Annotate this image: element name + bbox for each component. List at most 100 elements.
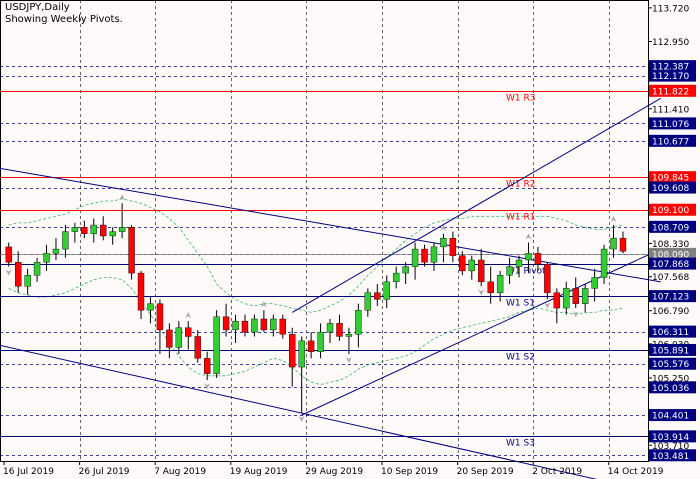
x-axis-label: 16 Jul 2019 (3, 467, 54, 477)
fractal-down-marker (298, 415, 305, 422)
candle-body (14, 261, 22, 287)
y-axis-label: 108.090 (652, 250, 689, 260)
candle-body (279, 318, 286, 335)
candle-body (553, 292, 561, 309)
y-axis-label-box (649, 343, 696, 356)
candle-body (166, 329, 173, 348)
fractal-up-marker (185, 312, 192, 319)
candle-body (137, 272, 145, 311)
plot-frame (0, 0, 649, 462)
y-axis-label-box (649, 381, 696, 394)
candle-body (392, 272, 400, 283)
bollinger-upper-band (8, 198, 624, 313)
candle-body (374, 292, 381, 300)
candle-body (307, 340, 315, 352)
candle-body (487, 281, 494, 293)
candle-body (251, 318, 258, 333)
candle-body (534, 253, 542, 265)
candle-body (496, 275, 504, 293)
candle-body (232, 320, 239, 331)
y-axis-label: 105.576 (652, 360, 689, 370)
y-axis-label-box (649, 449, 696, 462)
y-axis-label: 106.311 (652, 328, 689, 338)
fractal-up-marker (440, 224, 447, 231)
candle-body (71, 227, 79, 232)
candle-body (468, 259, 475, 272)
y-axis-label-box (649, 409, 696, 422)
y-axis-label: 109.608 (652, 184, 689, 194)
candle-body (402, 266, 409, 274)
y-axis-label-box (649, 117, 696, 130)
candle-body (62, 231, 69, 250)
y-axis-label: 106.790 (652, 307, 689, 317)
candle-body (544, 264, 551, 293)
candle-body (326, 323, 334, 333)
y-axis-label-box (649, 60, 696, 73)
candle-body (411, 248, 419, 267)
x-axis-label: 20 Sep 2019 (457, 467, 514, 477)
y-axis-label: 107.568 (652, 273, 689, 283)
candle-body (52, 248, 60, 254)
fractal-up-marker (119, 194, 126, 201)
candle-body (5, 246, 12, 263)
candle-body (421, 248, 428, 263)
y-axis-label-box (649, 181, 696, 194)
y-axis-label-box (649, 203, 696, 216)
symbol-title: USDJPY,Daily (5, 2, 70, 13)
candle-body (298, 340, 305, 368)
candle-body (430, 246, 438, 263)
y-axis-label: 112.387 (652, 63, 689, 73)
candle-body (506, 266, 513, 276)
candle-body (118, 227, 126, 232)
y-axis-label-box (649, 171, 696, 184)
candle-body (90, 224, 97, 234)
y-axis-label: 110.677 (652, 137, 689, 147)
candle-body (525, 253, 532, 261)
candle-body (345, 334, 353, 337)
candle-body (289, 334, 296, 368)
candle-body (459, 255, 466, 272)
candle-body (100, 224, 107, 237)
x-axis-label: 29 Aug 2019 (305, 467, 363, 477)
y-axis-label-box (649, 84, 696, 97)
fractal-up-marker (610, 216, 617, 223)
candle-body (194, 336, 201, 359)
candle-body (581, 288, 589, 304)
y-axis-label: 111.076 (652, 120, 689, 130)
candle-body (515, 259, 523, 267)
candle-body (572, 288, 579, 304)
y-axis-label-box (649, 69, 696, 82)
candle-body (241, 320, 249, 333)
candle-body (33, 261, 41, 276)
candle-body (213, 316, 220, 374)
y-axis-label: 107.123 (652, 293, 689, 303)
candle-body (440, 237, 447, 248)
candle-body (156, 303, 164, 331)
candle-body (355, 310, 362, 335)
candle-body (600, 248, 608, 278)
y-axis-label-box (649, 290, 696, 303)
x-axis-label: 2 Oct 2019 (532, 467, 582, 477)
candle-body (203, 358, 211, 374)
candle-body (24, 275, 31, 287)
y-axis-label: 109.100 (652, 206, 689, 216)
y-axis-label: 105.250 (652, 374, 689, 384)
y-axis-label: 113.720 (652, 4, 689, 14)
y-axis-label-box (649, 257, 696, 270)
fractal-down-marker (544, 302, 551, 309)
y-axis-label: 103.710 (652, 442, 689, 452)
fractal-up-marker (260, 301, 267, 308)
y-axis-label: 105.036 (652, 384, 689, 394)
pivot-label: W1 R1 (506, 213, 535, 223)
candle-body (336, 323, 343, 337)
y-axis-label: 107.868 (652, 260, 689, 270)
x-axis-label: 7 Aug 2019 (154, 467, 206, 477)
y-axis-label: 105.891 (652, 346, 689, 356)
chart-subtitle: Showing Weekly Pivots. (5, 14, 123, 25)
y-axis-label: 103.481 (652, 452, 689, 462)
candle-body (478, 259, 485, 283)
y-axis-label-box (649, 134, 696, 147)
x-axis-label: 14 Oct 2019 (608, 467, 664, 477)
y-axis-label: 111.410 (652, 105, 689, 115)
candle-body (185, 327, 192, 337)
